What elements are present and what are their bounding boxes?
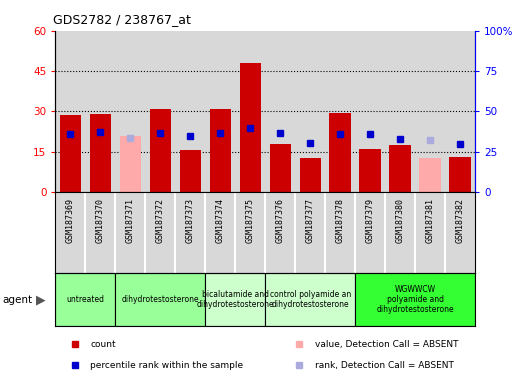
Text: WGWWCW
polyamide and
dihydrotestosterone: WGWWCW polyamide and dihydrotestosterone <box>376 285 454 314</box>
Text: GSM187372: GSM187372 <box>156 199 165 243</box>
Bar <box>90 114 111 192</box>
Bar <box>116 273 205 326</box>
Bar <box>175 31 205 192</box>
Text: GSM187373: GSM187373 <box>186 199 195 243</box>
Text: GSM187376: GSM187376 <box>276 199 285 243</box>
Bar <box>360 149 381 192</box>
Bar <box>240 63 261 192</box>
Text: bicalutamide and
dihydrotestosterone: bicalutamide and dihydrotestosterone <box>196 290 274 309</box>
Bar <box>55 273 116 326</box>
Bar <box>120 136 141 192</box>
Bar <box>265 273 355 326</box>
Bar <box>180 150 201 192</box>
Text: rank, Detection Call = ABSENT: rank, Detection Call = ABSENT <box>315 361 454 370</box>
Bar <box>60 115 81 192</box>
Text: ▶: ▶ <box>36 293 45 306</box>
Text: GSM187370: GSM187370 <box>96 199 105 243</box>
Text: GSM187377: GSM187377 <box>306 199 315 243</box>
Bar <box>445 31 475 192</box>
Text: GSM187380: GSM187380 <box>396 199 405 243</box>
Bar <box>419 158 441 192</box>
Text: dihydrotestosterone: dihydrotestosterone <box>121 295 199 304</box>
Text: GSM187369: GSM187369 <box>66 199 75 243</box>
Bar <box>269 144 291 192</box>
Text: GSM187381: GSM187381 <box>426 199 435 243</box>
Text: GSM187375: GSM187375 <box>246 199 255 243</box>
Bar <box>295 31 325 192</box>
Bar <box>325 31 355 192</box>
Bar <box>390 145 411 192</box>
Text: percentile rank within the sample: percentile rank within the sample <box>90 361 243 370</box>
Bar <box>449 157 471 192</box>
Bar <box>210 109 231 192</box>
Bar <box>299 158 321 192</box>
Text: GSM187379: GSM187379 <box>366 199 375 243</box>
Bar <box>329 113 351 192</box>
Text: GSM187378: GSM187378 <box>336 199 345 243</box>
Text: count: count <box>90 340 116 349</box>
Bar <box>355 273 475 326</box>
Text: GDS2782 / 238767_at: GDS2782 / 238767_at <box>53 13 191 26</box>
Text: control polyamide an
dihydrotestosterone: control polyamide an dihydrotestosterone <box>270 290 351 309</box>
Text: GSM187374: GSM187374 <box>216 199 225 243</box>
Bar <box>355 31 385 192</box>
Bar <box>116 31 145 192</box>
Bar <box>235 31 265 192</box>
Text: agent: agent <box>3 295 33 305</box>
Text: untreated: untreated <box>67 295 105 304</box>
Bar <box>265 31 295 192</box>
Bar <box>385 31 415 192</box>
Text: GSM187371: GSM187371 <box>126 199 135 243</box>
Text: value, Detection Call = ABSENT: value, Detection Call = ABSENT <box>315 340 458 349</box>
Text: GSM187382: GSM187382 <box>456 199 465 243</box>
Bar <box>149 109 171 192</box>
Bar <box>205 31 235 192</box>
Bar <box>415 31 445 192</box>
Bar <box>55 31 86 192</box>
Bar <box>205 273 265 326</box>
Bar <box>86 31 116 192</box>
Bar <box>145 31 175 192</box>
